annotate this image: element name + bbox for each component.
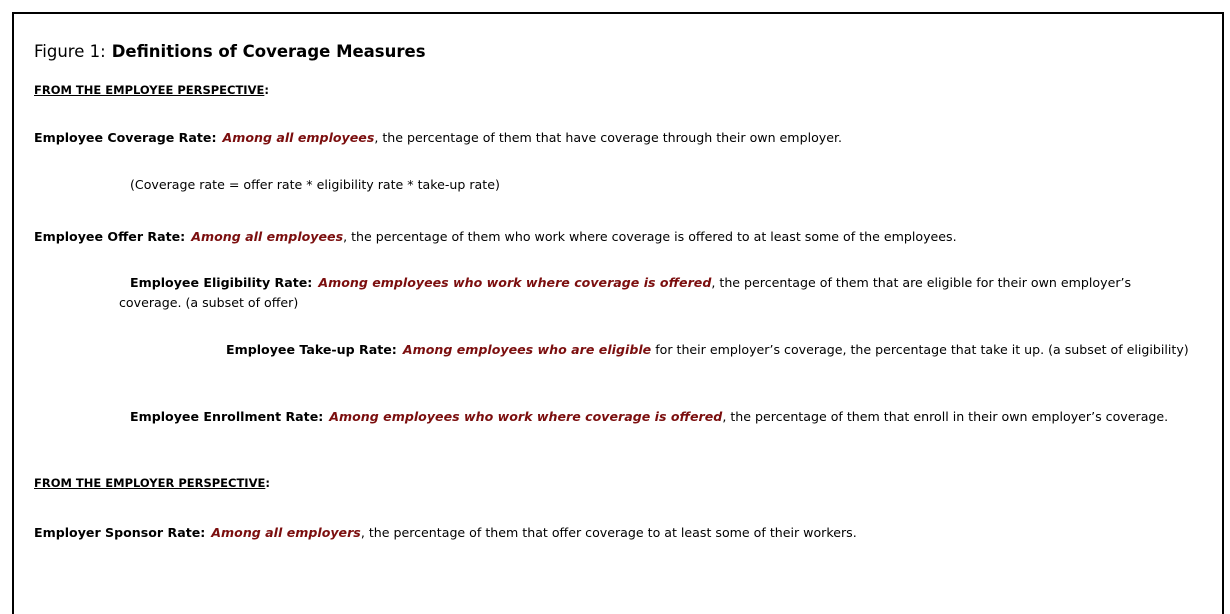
definition-text: , the percentage of them that have cover… bbox=[374, 130, 842, 145]
section-heading: FROM THE EMPLOYER PERSPECTIVE: bbox=[34, 473, 270, 493]
emphasis: Among all employees bbox=[191, 229, 344, 244]
section-heading: FROM THE EMPLOYEE PERSPECTIVE: bbox=[34, 80, 269, 100]
heading-text: FROM THE EMPLOYEE PERSPECTIVE bbox=[34, 83, 265, 97]
formula-text: (Coverage rate = offer rate * eligibilit… bbox=[130, 177, 500, 192]
emphasis: Among employees who are eligible bbox=[402, 342, 652, 357]
term: Employee Take-up Rate: bbox=[226, 342, 397, 357]
term: Employee Coverage Rate: bbox=[34, 130, 217, 145]
figure-label: Figure 1: bbox=[34, 42, 106, 61]
emphasis: Among employees who work where coverage … bbox=[318, 275, 712, 290]
heading-colon: : bbox=[265, 476, 270, 490]
definition-text: for their employer’s coverage, the perce… bbox=[651, 342, 1189, 357]
definition: Employee Coverage Rate: Among all employe… bbox=[34, 128, 1214, 148]
definition: Employee Eligibility Rate: Among employee… bbox=[119, 273, 1197, 313]
definition: Employee Offer Rate: Among all employees,… bbox=[34, 227, 1224, 247]
title-text: Definitions of Coverage Measures bbox=[111, 42, 426, 61]
figure-box: Figure 1: Definitions of Coverage Measure… bbox=[12, 12, 1224, 614]
definition: Employer Sponsor Rate: Among all employer… bbox=[34, 523, 1214, 543]
definition-text: , the percentage of them that enroll in … bbox=[722, 409, 1169, 424]
term: Employee Offer Rate: bbox=[34, 229, 186, 244]
emphasis: Among all employers bbox=[211, 525, 361, 540]
definition: Employee Enrollment Rate: Among employees… bbox=[119, 407, 1197, 427]
definition-text: , the percentage of them that offer cove… bbox=[360, 525, 857, 540]
formula: (Coverage rate = offer rate * eligibilit… bbox=[130, 175, 1210, 195]
definition-text: , the percentage of them that are eligib… bbox=[119, 275, 1132, 310]
figure-title: Figure 1: Definitions of Coverage Measure… bbox=[34, 42, 426, 61]
emphasis: Among employees who work where coverage … bbox=[329, 409, 723, 424]
term: Employee Enrollment Rate: bbox=[130, 409, 324, 424]
term: Employer Sponsor Rate: bbox=[34, 525, 206, 540]
definition: Employee Take-up Rate: Among employees wh… bbox=[215, 340, 1200, 360]
heading-text: FROM THE EMPLOYER PERSPECTIVE bbox=[34, 476, 266, 490]
term: Employee Eligibility Rate: bbox=[130, 275, 313, 290]
definition-text: , the percentage of them who work where … bbox=[343, 229, 957, 244]
heading-colon: : bbox=[264, 83, 269, 97]
page: Figure 1: Definitions of Coverage Measure… bbox=[12, 12, 1224, 614]
emphasis: Among all employees bbox=[222, 130, 375, 145]
